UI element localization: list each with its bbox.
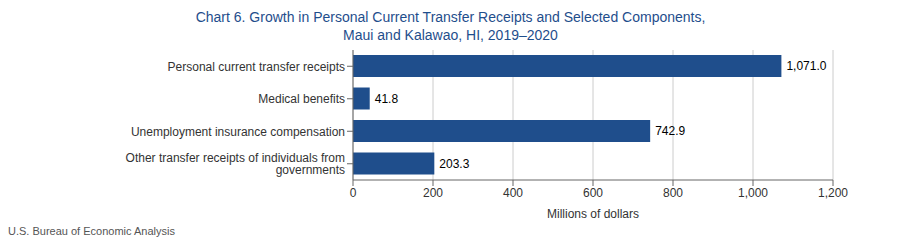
svg-text:Unemployment insurance compens: Unemployment insurance compensation xyxy=(131,125,345,139)
svg-text:742.9: 742.9 xyxy=(655,124,685,138)
svg-text:600: 600 xyxy=(583,186,603,200)
svg-text:Medical benefits: Medical benefits xyxy=(258,92,345,106)
svg-text:200: 200 xyxy=(423,186,443,200)
svg-text:0: 0 xyxy=(350,186,357,200)
svg-text:Personal current transfer rece: Personal current transfer receipts xyxy=(168,60,345,74)
svg-text:41.8: 41.8 xyxy=(375,92,399,106)
html-text:Maui and Kalawao, HI, 2019–202: Maui and Kalawao, HI, 2019–2020 xyxy=(343,27,558,43)
svg-text:1,000: 1,000 xyxy=(738,186,768,200)
svg-text:400: 400 xyxy=(503,186,523,200)
html-text:Chart 6. Growth in Personal Cu: Chart 6. Growth in Personal Current Tran… xyxy=(195,9,706,25)
svg-text:Millions of dollars: Millions of dollars xyxy=(547,207,639,221)
html-text:U.S. Bureau of Economic Analys: U.S. Bureau of Economic Analysis xyxy=(8,225,175,237)
svg-text:203.3: 203.3 xyxy=(439,157,469,171)
svg-text:800: 800 xyxy=(663,186,683,200)
svg-text:1,200: 1,200 xyxy=(818,186,848,200)
svg-text:Other transfer receipts of ind: Other transfer receipts of individuals f… xyxy=(126,151,345,177)
svg-text:1,071.0: 1,071.0 xyxy=(786,59,826,73)
